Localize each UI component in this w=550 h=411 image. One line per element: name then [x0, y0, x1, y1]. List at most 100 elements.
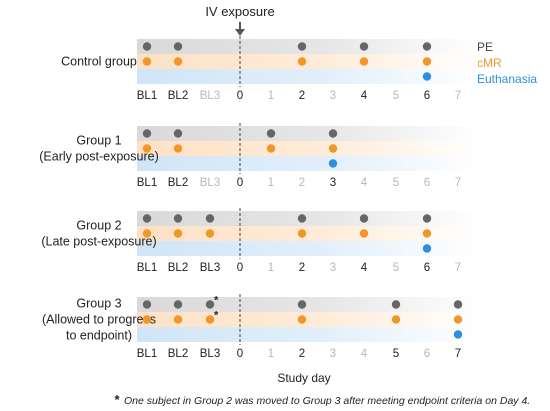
euthanasia-row-band [137, 327, 478, 342]
cmr-dot [297, 315, 307, 324]
legend-pe-label: PE [477, 40, 493, 54]
tick-label: 1 [268, 348, 274, 360]
tick-label: BL2 [168, 262, 188, 274]
euthanasia-row-band [137, 156, 478, 171]
cmr-dot [359, 229, 369, 238]
cmr-row-band [137, 141, 478, 156]
tick-label: 4 [361, 90, 368, 102]
tick-label: BL1 [137, 262, 157, 274]
tick-label: 2 [299, 90, 305, 102]
tick-label: 3 [330, 90, 336, 102]
pe-dot [173, 129, 183, 138]
tick-label: 4 [361, 177, 368, 189]
euthanasia-dot [422, 244, 432, 253]
tick-label: 1 [268, 90, 274, 102]
tick-label: BL2 [168, 177, 188, 189]
footnote-star-marker: * [214, 310, 219, 322]
tick-label: 2 [299, 177, 305, 189]
footnote-star-marker: * [214, 295, 219, 307]
tick-label: 0 [237, 90, 243, 102]
pe-dot [205, 214, 215, 223]
tick-label: 4 [361, 262, 368, 274]
cmr-dot [142, 315, 152, 324]
group-label-line: Group 3 [76, 297, 121, 311]
cmr-dot [359, 57, 369, 66]
tick-label: 0 [237, 262, 243, 274]
tick-label: 1 [268, 262, 274, 274]
euthanasia-row-band [137, 69, 478, 84]
tick-label: 3 [330, 348, 336, 360]
tick-label: 5 [393, 90, 399, 102]
cmr-dot [328, 144, 338, 153]
pe-row-band [137, 39, 478, 54]
pe-dot [391, 300, 401, 309]
tick-label: 5 [393, 262, 399, 274]
euthanasia-dot [453, 330, 463, 339]
pe-dot [173, 300, 183, 309]
pe-dot [142, 129, 152, 138]
euthanasia-row-band [137, 241, 478, 256]
pe-dot [173, 214, 183, 223]
tick-label: 0 [237, 177, 243, 189]
tick-label: BL3 [200, 177, 220, 189]
groups-layer: Control group BL1 BL2 BL3 0 1 2 3 4 5 6 7 Group 1 (Ea… [39, 36, 478, 360]
pe-dot [142, 300, 152, 309]
cmr-dot [266, 144, 276, 153]
group-0: Control group BL1 BL2 BL3 0 1 2 3 4 5 6 7 [61, 36, 478, 102]
cmr-dot [142, 57, 152, 66]
group-label-line: to endpoint) [66, 329, 132, 343]
cmr-dot [422, 57, 432, 66]
exposure-label: IV exposure [205, 4, 274, 19]
euthanasia-dot [422, 72, 432, 81]
cmr-dot [453, 315, 463, 324]
euthanasia-dot [328, 159, 338, 168]
cmr-dot [173, 229, 183, 238]
group-label-line: Control group [61, 55, 137, 69]
pe-dot [266, 129, 276, 138]
x-axis-label: Study day [277, 371, 330, 385]
group-label-line: Group 1 [76, 134, 121, 148]
tick-label: BL2 [168, 90, 188, 102]
exposure-arrow-icon [235, 22, 245, 36]
tick-label: 7 [455, 262, 461, 274]
cmr-row-band [137, 54, 478, 69]
pe-dot [328, 129, 338, 138]
pe-dot [297, 42, 307, 51]
tick-label: 3 [330, 177, 336, 189]
cmr-dot [142, 229, 152, 238]
cmr-dot [205, 315, 215, 324]
cmr-dot [297, 229, 307, 238]
tick-label: BL3 [200, 90, 220, 102]
group-1: Group 1 (Early post-exposure) BL1 BL2 BL3 0 1 2… [39, 123, 478, 189]
tick-label: 7 [455, 177, 461, 189]
tick-label: 5 [393, 348, 399, 360]
cmr-dot [297, 57, 307, 66]
group-2: Group 2 (Late post-exposure) BL1 BL2 BL3 0 1 2 3… [41, 208, 478, 274]
group-label-line: Group 2 [76, 219, 121, 233]
tick-label: BL2 [168, 348, 188, 360]
cmr-dot [173, 315, 183, 324]
tick-label: BL1 [137, 90, 157, 102]
footnote: * One subject in Group 2 was moved to Gr… [114, 392, 530, 407]
cmr-row-band [137, 312, 478, 327]
pe-row-band [137, 126, 478, 141]
tick-label: 6 [424, 348, 430, 360]
pe-dot [359, 214, 369, 223]
tick-label: 1 [268, 177, 274, 189]
tick-label: BL1 [137, 177, 157, 189]
tick-label: 6 [424, 262, 430, 274]
legend-cmr-label: cMR [477, 56, 502, 70]
tick-label: 7 [455, 348, 461, 360]
pe-dot [297, 300, 307, 309]
footnote-text: One subject in Group 2 was moved to Grou… [124, 395, 530, 407]
legend-euthanasia-label: Euthanasia [477, 72, 537, 86]
tick-label: BL3 [200, 348, 220, 360]
pe-dot [422, 214, 432, 223]
group-label-line: (Early post-exposure) [39, 150, 159, 164]
pe-dot [173, 42, 183, 51]
cmr-dot [422, 229, 432, 238]
tick-label: 3 [330, 262, 336, 274]
pe-dot [205, 300, 215, 309]
pe-dot [422, 42, 432, 51]
